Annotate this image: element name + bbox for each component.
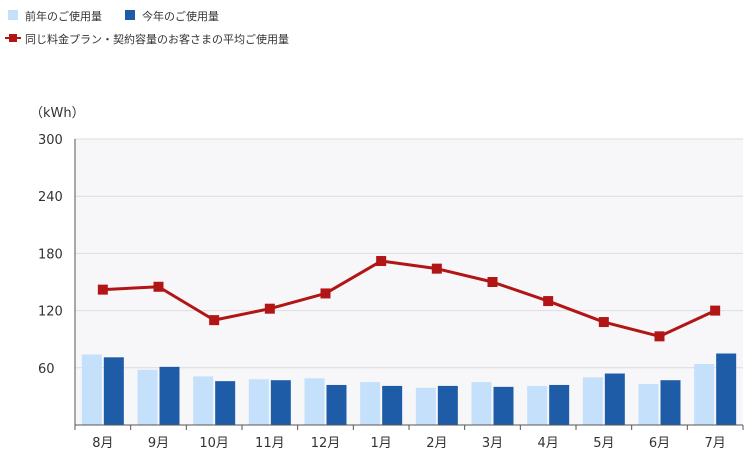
average-point [264, 303, 275, 314]
legend-swatch-previous-year [8, 10, 18, 20]
bar-previous-year [304, 378, 325, 425]
bar-current-year [549, 384, 570, 425]
bar-current-year [270, 380, 291, 425]
bar-previous-year [137, 369, 158, 425]
bar-previous-year [248, 379, 269, 425]
bar-previous-year [638, 384, 659, 425]
bar-previous-year [471, 382, 492, 425]
average-point [598, 317, 609, 328]
y-axis-unit-label: （kWh） [30, 106, 85, 121]
bar-current-year [604, 373, 625, 425]
average-point [543, 296, 554, 307]
bar-current-year [493, 386, 514, 425]
bar-previous-year [193, 376, 214, 425]
x-tick-label: 3月 [482, 436, 503, 451]
bar-current-year [215, 381, 236, 425]
y-tick-label: 240 [38, 190, 63, 205]
bar-current-year [716, 353, 737, 425]
legend-label-average: 同じ料金プラン・契約容量のお客さまの平均ご使用量 [25, 32, 289, 46]
x-tick-label: 2月 [426, 436, 447, 451]
average-line [102, 259, 716, 338]
bar-current-year [103, 357, 124, 425]
average-point [710, 305, 721, 316]
bar-previous-year [81, 354, 102, 425]
bar-current-year [159, 366, 180, 425]
bar-current-year [382, 385, 403, 425]
x-tick-label: 7月 [705, 436, 726, 451]
bar-previous-year [582, 377, 603, 425]
bar-current-year [660, 380, 681, 425]
legend-marker-average [9, 34, 17, 42]
average-point [376, 256, 387, 267]
x-tick-label: 1月 [371, 436, 392, 451]
plot-area [75, 139, 743, 425]
bar-previous-year [360, 382, 381, 425]
average-point [320, 288, 331, 299]
legend-label-previous-year: 前年のご使用量 [25, 9, 102, 23]
bar-previous-year [415, 387, 436, 425]
average-point [431, 263, 442, 274]
x-tick-label: 6月 [649, 436, 670, 451]
x-tick-label: 4月 [538, 436, 559, 451]
y-tick-label: 300 [38, 133, 63, 148]
y-tick-label: 120 [38, 305, 63, 320]
average-point [153, 281, 164, 292]
y-tick-label: 60 [38, 362, 55, 377]
x-tick-label: 9月 [148, 436, 169, 451]
legend-label-current-year: 今年のご使用量 [142, 9, 219, 23]
x-tick-label: 12月 [311, 436, 341, 451]
x-tick-label: 8月 [92, 436, 113, 451]
bar-current-year [437, 385, 458, 425]
x-tick-label: 10月 [199, 436, 229, 451]
average-point [97, 284, 108, 295]
x-tick-label: 5月 [593, 436, 614, 451]
average-point [209, 315, 220, 326]
average-point [487, 277, 498, 287]
x-tick-label: 11月 [255, 436, 285, 451]
average-point [654, 331, 665, 342]
y-tick-label: 180 [38, 247, 63, 262]
bar-previous-year [694, 363, 715, 425]
legend-swatch-current-year [125, 10, 135, 20]
bar-current-year [326, 384, 347, 425]
bar-previous-year [527, 385, 548, 425]
